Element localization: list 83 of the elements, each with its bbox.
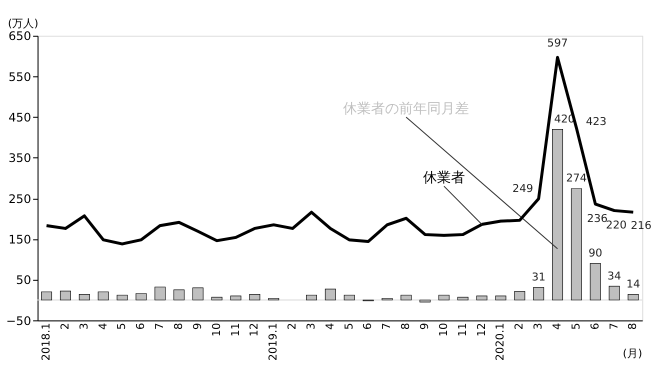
x-tick-label: 12 [248,322,261,337]
x-tick-label: 5 [115,322,128,330]
x-tick-label: 9 [190,322,204,330]
bar [514,291,526,300]
bar [438,294,450,300]
data-label: 34 [607,269,622,282]
x-tick-label: 6 [588,322,602,330]
bar [457,296,468,300]
x-tick-label: 6 [134,322,148,330]
bar [249,294,260,300]
bar [476,296,488,300]
x-tick-label: 2020.1 [494,322,507,361]
x-tick-label: 8 [399,322,412,330]
y-tick-label: 350 [8,151,32,166]
bar [174,290,185,300]
bar [230,296,242,300]
y-tick-label: 650 [8,29,32,44]
data-label: 249 [512,182,534,195]
data-label: 274 [566,172,587,185]
x-tick-label: 2018.1 [40,322,52,361]
bar [98,292,109,300]
data-label: 216 [630,218,652,232]
y-tick-label: −50 [6,314,32,328]
x-tick-label: 2 [512,322,526,330]
x-tick-label: 8 [172,322,185,330]
x-tick-label: 12 [474,322,488,337]
x-tick-label: 4 [550,322,564,330]
y-tick-label: 250 [8,192,32,206]
y-axis-title: (万人) [8,16,38,30]
x-tick-label: 3 [77,322,90,330]
x-tick-label: 5 [342,322,356,330]
x-tick-label: 4 [323,322,336,330]
x-tick-label: 7 [380,322,394,330]
bar [570,188,582,300]
x-tick-label: 6 [361,322,374,330]
x-tick-label: 11 [228,322,242,337]
y-tick-label: 150 [8,232,32,246]
bar [590,263,601,300]
x-axis-title: (月) [622,346,642,360]
data-label: 423 [586,115,607,128]
x-tick-label: 11 [456,322,469,337]
bar [41,292,52,300]
bar [116,294,128,300]
bar [78,294,90,300]
bar [154,286,166,300]
data-label: 220 [606,218,627,232]
x-tick-label: 5 [569,322,582,330]
text: 休業者 [422,170,465,186]
bar [552,128,564,300]
bar [495,296,506,300]
x-tick-label: 2019.1 [266,322,280,361]
bar [192,288,204,300]
x-tick-label: 4 [96,322,110,330]
bar [420,300,431,302]
y-tick-label: 550 [8,70,32,84]
x-tick-label: 3 [304,322,318,330]
x-tick-label: 9 [418,322,432,330]
bar [400,294,412,300]
bar [211,296,222,300]
bar [344,294,355,300]
x-tick-label: 7 [153,322,166,330]
bar [533,287,544,300]
bar [136,293,147,300]
x-tick-label: 2 [286,322,299,330]
bar [324,288,336,300]
data-label: 14 [626,277,640,290]
bar [608,286,620,300]
bar [306,294,317,300]
x-tick-label: 7 [607,322,620,330]
x-tick-label: 8 [626,322,640,330]
y-tick-label: 50 [16,273,32,288]
data-label: 236 [586,212,608,225]
data-label: 597 [547,36,568,50]
y-tick-label: 450 [8,110,32,125]
x-tick-label: 3 [532,322,545,330]
text: 休業者の前年同月差 [343,100,470,117]
x-tick-label: 10 [436,322,450,337]
x-tick-label: 10 [210,322,223,337]
bar [628,294,639,300]
data-label: 31 [532,270,546,284]
bar [60,290,71,300]
x-tick-label: 2 [58,322,72,330]
data-label: 90 [588,246,602,260]
